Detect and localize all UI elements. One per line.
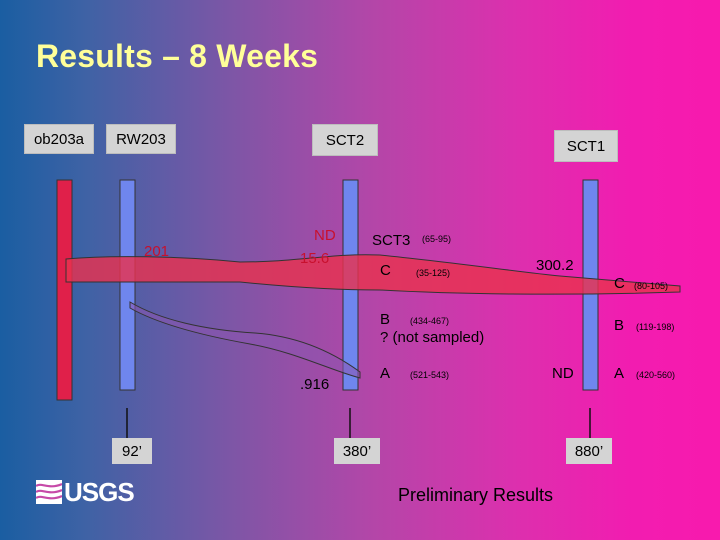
label-not-sampled: ? (not sampled) <box>380 329 485 346</box>
distance-label-380: 380’ <box>334 438 380 464</box>
usgs-logo-text: USGS <box>64 476 135 507</box>
range-c-right: (80-105) <box>634 281 669 291</box>
label-b-mid: B <box>380 311 391 328</box>
label-b-right: B <box>614 317 625 334</box>
value-rw203: 201 <box>144 243 170 260</box>
value-sct1: 300.2 <box>536 257 574 274</box>
range-sct3: (65-95) <box>422 234 452 244</box>
well-ob203a <box>56 179 73 401</box>
value-sct2: 15.6 <box>300 250 330 267</box>
site-label-sct2: SCT2 <box>312 124 378 156</box>
page-title: Results – 8 Weeks <box>36 38 319 74</box>
range-b-right: (119-198) <box>636 322 675 332</box>
usgs-wave-icon <box>36 480 62 504</box>
plume-lower-band <box>129 301 361 379</box>
value-sct2-low: .916 <box>300 376 330 393</box>
label-c-right: C <box>614 275 625 292</box>
label-sct3: SCT3 <box>372 232 411 249</box>
preliminary-results-label: Preliminary Results <box>398 485 554 505</box>
plume-main <box>65 254 681 295</box>
site-label-sct1: SCT1 <box>554 130 618 162</box>
label-a-right: A <box>614 365 625 382</box>
label-nd-right: ND <box>552 365 574 382</box>
range-b-mid: (434-467) <box>410 316 450 326</box>
site-label-ob203a: ob203a <box>24 124 94 154</box>
value-sct2-nd: ND <box>314 227 336 244</box>
usgs-logo: USGS <box>36 476 135 507</box>
label-a-mid: A <box>380 365 391 382</box>
range-a-right: (420-560) <box>636 370 676 380</box>
range-c-mid: (35-125) <box>416 268 451 278</box>
distance-label-92: 92’ <box>112 438 152 464</box>
range-a-mid: (521-543) <box>410 370 450 380</box>
site-label-rw203: RW203 <box>106 124 176 154</box>
well-rw203 <box>119 179 136 391</box>
label-c-mid: C <box>380 262 391 279</box>
distance-label-880: 880’ <box>566 438 612 464</box>
